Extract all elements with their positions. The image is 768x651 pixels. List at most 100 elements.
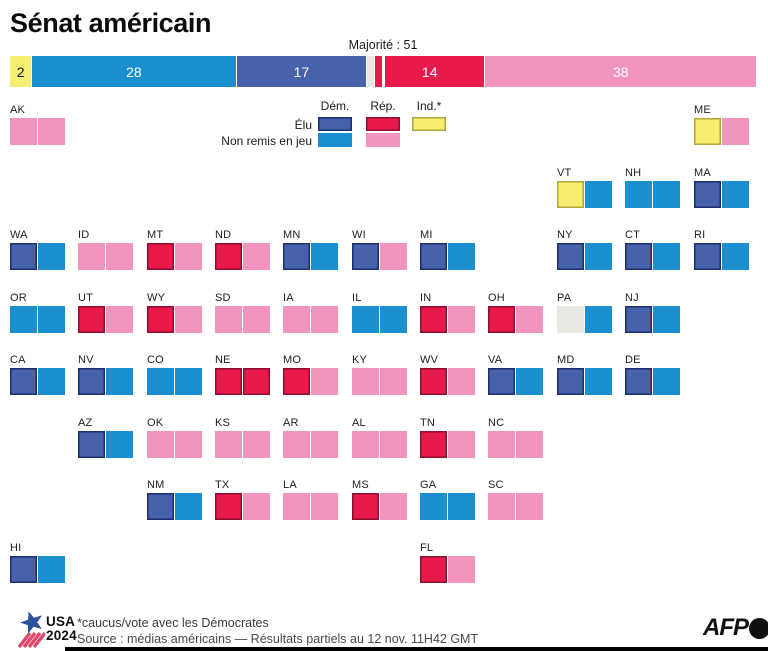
state-label: KY [352, 354, 368, 366]
state-label: DE [625, 354, 641, 366]
state-label: CO [147, 354, 164, 366]
bar-segment-value: 17 [293, 63, 310, 80]
state-label: OH [488, 292, 505, 304]
stripes-icon [18, 631, 45, 649]
state-label: NY [557, 229, 573, 241]
bar-segment-dem_elected: 17 [236, 56, 367, 87]
state-co: CO [147, 354, 203, 395]
state-label: CA [10, 354, 26, 366]
seat-dem-hold [106, 368, 133, 395]
state-label: TX [215, 479, 230, 491]
seat-dem-hold [38, 306, 65, 333]
afp-logo: AFP [703, 614, 768, 642]
majority-label: Majorité : 51 [348, 38, 418, 52]
legend-swatch-dem-elected [318, 117, 352, 131]
state-seats [78, 243, 134, 270]
state-label: OR [10, 292, 27, 304]
source-line: Source : médias américains — Résultats p… [77, 632, 479, 646]
state-hi: HI [10, 542, 66, 583]
state-seats [10, 556, 66, 583]
seat-dem-hold [147, 368, 174, 395]
seat-dem-hold [38, 243, 65, 270]
seat-rep-hold [352, 368, 379, 395]
seat-rep-elected [352, 493, 379, 520]
seat-rep-elected [78, 306, 105, 333]
legend-swatch-ind-elected [412, 117, 446, 131]
state-seats [557, 306, 613, 333]
seat-dem-elected [488, 368, 515, 395]
seat-rep-hold [448, 368, 475, 395]
legend-row-label-holdover: Non remis en jeu [221, 134, 312, 148]
state-wi: WI [352, 229, 408, 270]
seat-dem-hold [175, 368, 202, 395]
seat-rep-elected [420, 431, 447, 458]
state-la: LA [283, 479, 339, 520]
seat-rep-elected [215, 368, 242, 395]
bar-segment-rep_elected: 14 [374, 56, 485, 87]
state-mn: MN [283, 229, 339, 270]
seat-dem-hold [448, 243, 475, 270]
seat-dem-hold [352, 306, 379, 333]
seat-ind-elected [557, 181, 584, 208]
seat-dem-elected [10, 368, 37, 395]
state-label: MI [420, 229, 433, 241]
state-seats [147, 306, 203, 333]
state-seats [147, 243, 203, 270]
state-ks: KS [215, 417, 271, 458]
state-seats [420, 493, 476, 520]
legend-header-dem: Dém. [320, 99, 350, 113]
state-sc: SC [488, 479, 544, 520]
seat-dem-hold [380, 306, 407, 333]
state-label: MS [352, 479, 369, 491]
state-vt: VT [557, 167, 613, 208]
state-ne: NE [215, 354, 271, 395]
state-seats [283, 368, 339, 395]
seat-rep-hold [311, 493, 338, 520]
seat-rep-elected [147, 306, 174, 333]
seat-rep-hold [147, 431, 174, 458]
seat-rep-hold [243, 243, 270, 270]
state-seats [625, 306, 681, 333]
majority-marker-line [382, 56, 385, 87]
state-ak: AK [10, 104, 66, 145]
state-label: ME [694, 104, 711, 116]
state-seats [694, 181, 750, 208]
seat-rep-elected [147, 243, 174, 270]
seat-dem-hold [38, 556, 65, 583]
seat-rep-hold [380, 243, 407, 270]
state-label: IL [352, 292, 362, 304]
state-seats [352, 243, 408, 270]
state-mt: MT [147, 229, 203, 270]
state-label: AL [352, 417, 366, 429]
state-wa: WA [10, 229, 66, 270]
seat-dem-hold [653, 368, 680, 395]
bottom-divider-bar [65, 647, 768, 651]
seat-rep-hold [488, 431, 515, 458]
state-label: SD [215, 292, 231, 304]
seat-rep-hold [488, 493, 515, 520]
state-seats [283, 493, 339, 520]
seat-dem-hold [585, 181, 612, 208]
state-label: FL [420, 542, 434, 554]
state-or: OR [10, 292, 66, 333]
usa-logo-line1: USA [46, 614, 76, 629]
seat-dem-hold [585, 368, 612, 395]
state-il: IL [352, 292, 408, 333]
state-label: LA [283, 479, 297, 491]
state-seats [352, 368, 408, 395]
bar-segment-dem_hold: 28 [32, 56, 236, 87]
state-label: VT [557, 167, 572, 179]
usa-2024-logo-text: USA 2024 [46, 615, 77, 643]
seat-dem-hold [722, 243, 749, 270]
seat-dem-elected [283, 243, 310, 270]
state-id: ID [78, 229, 134, 270]
seat-dem-hold [722, 181, 749, 208]
seat-rep-elected [215, 493, 242, 520]
seat-rep-hold [78, 243, 105, 270]
seat-dem-elected [557, 243, 584, 270]
state-label: MA [694, 167, 711, 179]
state-seats [420, 243, 476, 270]
page-title: Sénat américain [10, 8, 212, 38]
state-az: AZ [78, 417, 134, 458]
state-seats [78, 431, 134, 458]
